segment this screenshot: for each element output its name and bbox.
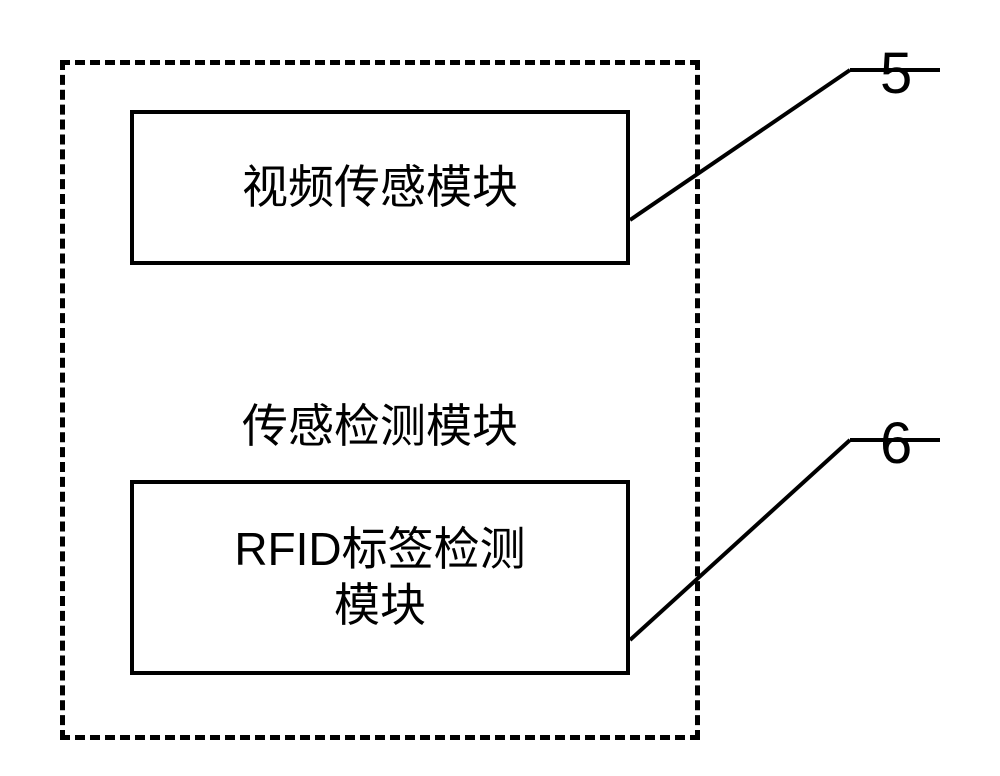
video-sensing-module-box: 视频传感模块 xyxy=(130,110,630,265)
video-sensing-module-label: 视频传感模块 xyxy=(242,160,518,215)
callout-number-6: 6 xyxy=(880,410,912,477)
callout-number-5: 5 xyxy=(880,40,912,107)
sensing-detection-module-label: 传感检测模块 xyxy=(60,390,700,456)
rfid-tag-detection-module-box: RFID标签检测模块 xyxy=(130,480,630,675)
rfid-tag-detection-module-label: RFID标签检测模块 xyxy=(234,522,525,632)
outer-label-text: 传感检测模块 xyxy=(242,400,518,452)
diagram-canvas: 视频传感模块 传感检测模块 RFID标签检测模块 5 6 xyxy=(0,0,1000,776)
